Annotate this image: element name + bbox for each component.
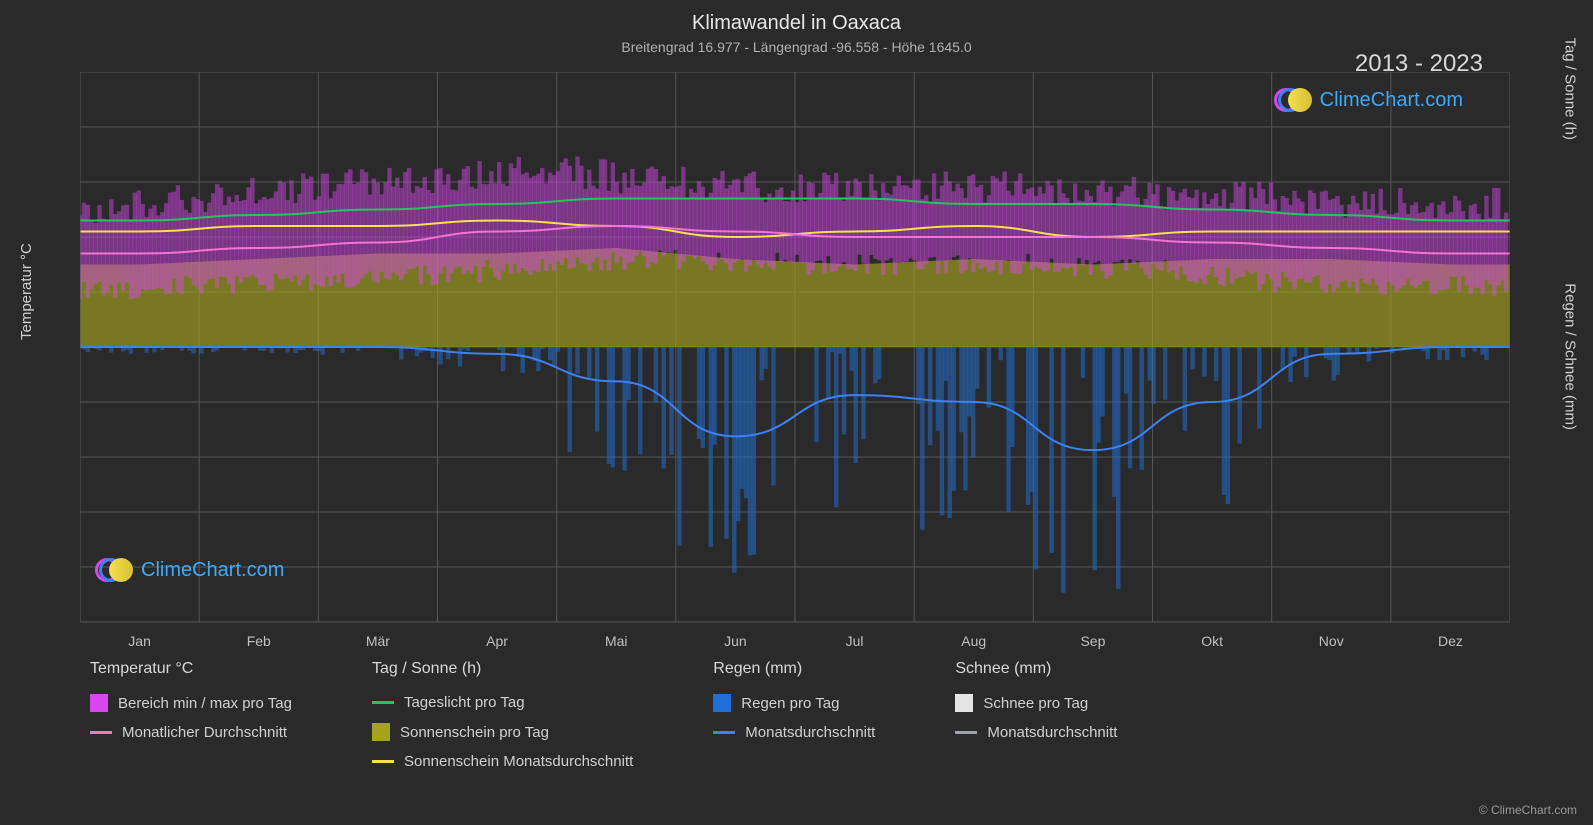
legend-line-swatch — [372, 701, 394, 704]
legend-item: Sonnenschein pro Tag — [372, 723, 633, 741]
legend-item: Tageslicht pro Tag — [372, 694, 633, 711]
legend-header: Regen (mm) — [713, 660, 875, 678]
legend-label: Schnee pro Tag — [983, 695, 1088, 712]
legend-header: Tag / Sonne (h) — [372, 660, 633, 678]
legend-swatch — [372, 723, 390, 741]
svg-text:Apr: Apr — [486, 633, 508, 649]
legend: Temperatur °C Bereich min / max pro Tag … — [90, 660, 1520, 770]
watermark-text: ClimeChart.com — [1320, 89, 1463, 112]
legend-label: Bereich min / max pro Tag — [118, 695, 292, 712]
svg-text:Aug: Aug — [961, 633, 986, 649]
legend-swatch — [90, 694, 108, 712]
legend-item: Bereich min / max pro Tag — [90, 694, 292, 712]
legend-item: Monatsdurchschnitt — [955, 724, 1117, 741]
legend-col-snow: Schnee (mm) Schnee pro Tag Monatsdurchsc… — [955, 660, 1117, 770]
climechart-logo-icon — [1274, 86, 1314, 114]
legend-label: Regen pro Tag — [741, 695, 839, 712]
legend-label: Monatlicher Durchschnitt — [122, 724, 287, 741]
legend-label: Sonnenschein Monatsdurchschnitt — [404, 753, 633, 770]
legend-line-swatch — [955, 731, 977, 734]
legend-col-rain: Regen (mm) Regen pro Tag Monatsdurchschn… — [713, 660, 875, 770]
watermark-text: ClimeChart.com — [141, 559, 284, 582]
legend-label: Monatsdurchschnitt — [745, 724, 875, 741]
svg-text:Sep: Sep — [1080, 633, 1105, 649]
svg-text:Okt: Okt — [1201, 633, 1223, 649]
legend-header: Schnee (mm) — [955, 660, 1117, 678]
copyright-text: © ClimeChart.com — [1479, 803, 1577, 817]
y-right-top-axis-label: Tag / Sonne (h) — [1562, 37, 1579, 140]
legend-item: Sonnenschein Monatsdurchschnitt — [372, 753, 633, 770]
legend-swatch — [713, 694, 731, 712]
chart-svg: -50-40-30-20-100102030405006121824010203… — [80, 72, 1510, 662]
chart-container: Klimawandel in Oaxaca Breitengrad 16.977… — [0, 0, 1593, 825]
legend-item: Monatsdurchschnitt — [713, 724, 875, 741]
svg-text:Mai: Mai — [605, 633, 628, 649]
chart-title: Klimawandel in Oaxaca — [0, 0, 1593, 35]
y-right-bottom-axis-label: Regen / Schnee (mm) — [1562, 283, 1579, 430]
svg-text:Jul: Jul — [846, 633, 864, 649]
svg-text:Mär: Mär — [366, 633, 390, 649]
svg-text:Jan: Jan — [128, 633, 151, 649]
climechart-logo-icon — [95, 556, 135, 584]
legend-item: Monatlicher Durchschnitt — [90, 724, 292, 741]
svg-text:Jun: Jun — [724, 633, 747, 649]
legend-col-temperature: Temperatur °C Bereich min / max pro Tag … — [90, 660, 292, 770]
legend-label: Monatsdurchschnitt — [987, 724, 1117, 741]
legend-line-swatch — [713, 731, 735, 734]
svg-text:Dez: Dez — [1438, 633, 1463, 649]
legend-label: Tageslicht pro Tag — [404, 694, 525, 711]
legend-line-swatch — [372, 760, 394, 763]
svg-text:Feb: Feb — [247, 633, 271, 649]
legend-col-sun: Tag / Sonne (h) Tageslicht pro Tag Sonne… — [372, 660, 633, 770]
legend-item: Regen pro Tag — [713, 694, 875, 712]
watermark-bottom: ClimeChart.com — [95, 556, 284, 584]
legend-item: Schnee pro Tag — [955, 694, 1117, 712]
chart-plot-area: -50-40-30-20-100102030405006121824010203… — [80, 72, 1510, 622]
svg-text:Nov: Nov — [1319, 633, 1344, 649]
legend-swatch — [955, 694, 973, 712]
y-left-axis-label: Temperatur °C — [18, 243, 35, 340]
legend-label: Sonnenschein pro Tag — [400, 724, 549, 741]
watermark-top: ClimeChart.com — [1274, 86, 1463, 114]
legend-header: Temperatur °C — [90, 660, 292, 678]
legend-line-swatch — [90, 731, 112, 734]
